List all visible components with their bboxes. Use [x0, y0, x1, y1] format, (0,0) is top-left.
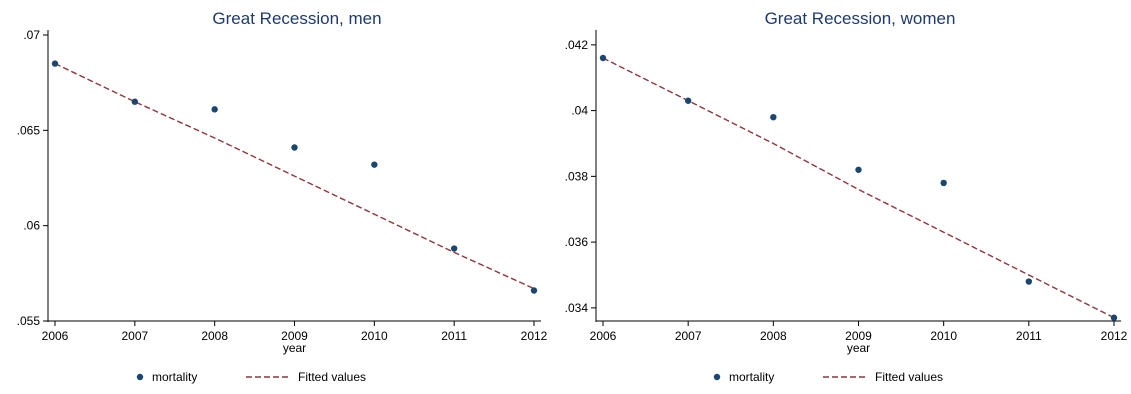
x-tick-label: 2010	[930, 329, 957, 343]
fitted-values-line	[54, 62, 535, 290]
mortality-point	[530, 287, 538, 294]
mortality-point	[51, 60, 59, 67]
legend: mortality Fitted values	[713, 370, 943, 384]
x-axis-title: year	[847, 341, 870, 355]
y-tick-label: .042	[565, 38, 589, 52]
fitted-values-line	[602, 57, 1115, 319]
x-tick-label: 2012	[521, 329, 548, 343]
mortality-point	[684, 97, 692, 104]
mortality-point	[599, 54, 607, 62]
mortality-point	[1025, 278, 1033, 285]
mortality-point	[211, 106, 218, 113]
x-tick-label: 2007	[675, 329, 702, 343]
x-tick-label: 2010	[361, 329, 388, 343]
mortality-point	[131, 98, 139, 105]
legend-marker-mortality	[713, 373, 721, 381]
y-tick-label: .055	[17, 314, 41, 328]
x-tick-label: 2008	[760, 329, 787, 343]
mortality-point	[855, 166, 862, 173]
y-tick-label: .036	[565, 235, 589, 249]
legend-label-fitted: Fitted values	[875, 370, 943, 384]
mortality-point	[1110, 314, 1118, 321]
x-tick-label: 2007	[121, 329, 148, 343]
mortality-point	[291, 144, 298, 151]
x-tick-label: 2006	[590, 329, 617, 343]
y-tick-label: .07	[23, 28, 40, 42]
legend-label-fitted: Fitted values	[298, 370, 366, 384]
y-tick-label: .04	[571, 104, 588, 118]
mortality-point	[940, 179, 947, 187]
mortality-point	[371, 161, 378, 168]
legend-label-mortality: mortality	[729, 370, 774, 384]
legend-label-mortality: mortality	[152, 370, 197, 384]
x-tick-label: 2011	[1016, 329, 1042, 343]
y-tick-label: .06	[23, 219, 40, 233]
x-tick-label: 2008	[201, 329, 228, 343]
legend-marker-mortality	[136, 373, 144, 381]
x-tick-label: 2006	[42, 329, 69, 343]
x-axis-title: year	[283, 341, 306, 355]
chart-panel-2: Great Recession, women .034 .036 .038 .04 .04…	[565, 9, 1128, 384]
y-tick-label: .065	[17, 123, 41, 137]
chart-title: Great Recession, men	[212, 9, 381, 28]
chart-panel-1: Great Recession, men .055 .06 .065 .07 2006 20…	[17, 9, 548, 384]
mortality-point	[450, 245, 458, 252]
y-tick-label: .038	[565, 169, 589, 183]
x-tick-label: 2009	[281, 329, 308, 343]
x-tick-label: 2011	[441, 329, 467, 343]
x-tick-label: 2012	[1101, 329, 1128, 343]
mortality-point	[770, 113, 777, 121]
x-tick-label: 2009	[845, 329, 872, 343]
chart-title: Great Recession, women	[765, 9, 956, 28]
y-tick-label: .034	[565, 301, 589, 315]
legend: mortality Fitted values	[136, 370, 366, 384]
